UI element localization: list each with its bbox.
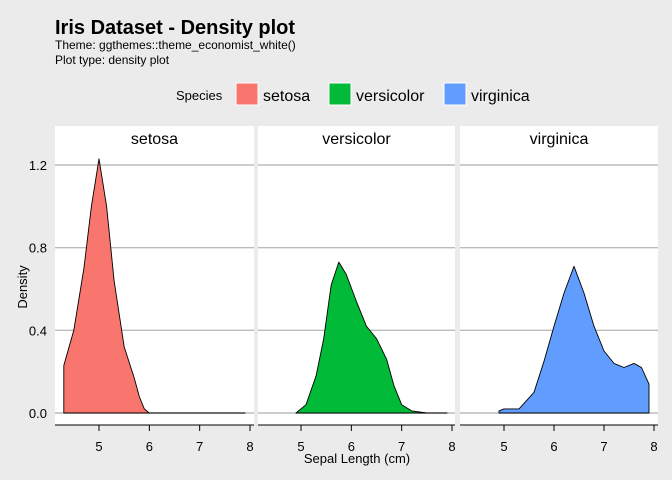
x-tick-label-setosa-5: 5 xyxy=(95,439,102,454)
facet-panels: setosa 5 6 7 8 versicolor 5 6 7 8 virginica 5 6 7 8 0.0… xyxy=(29,126,658,454)
legend: Species setosa versicolor virginica xyxy=(176,82,530,106)
density-area-setosa xyxy=(63,158,246,414)
x-tick-label-setosa-8: 8 xyxy=(246,439,253,454)
legend-title: Species xyxy=(176,88,223,103)
facet-label-setosa: setosa xyxy=(131,131,178,148)
facet-label-virginica: virginica xyxy=(530,131,589,148)
x-tick-label-virginica-5: 5 xyxy=(500,439,507,454)
facet-strip-virginica xyxy=(460,126,658,150)
facet-strip-versicolor xyxy=(258,126,455,150)
chart-title: Iris Dataset - Density plot xyxy=(55,17,295,39)
y-tick-label-0: 0.0 xyxy=(29,406,47,421)
facet-label-versicolor: versicolor xyxy=(322,131,391,148)
y-tick-label-1: 0.4 xyxy=(29,323,47,338)
panel-versicolor: versicolor 5 6 7 8 xyxy=(258,126,456,454)
legend-key-setosa xyxy=(235,82,259,106)
chart-subtitle-line-2: Plot type: density plot xyxy=(55,53,170,67)
x-tick-label-versicolor-5: 5 xyxy=(297,439,304,454)
x-tick-label-virginica-6: 6 xyxy=(550,439,557,454)
facet-strip-setosa xyxy=(55,126,254,150)
x-tick-label-virginica-7: 7 xyxy=(600,439,607,454)
density-area-virginica xyxy=(498,265,650,414)
panel-virginica: virginica 5 6 7 8 xyxy=(460,126,658,454)
x-tick-label-versicolor-7: 7 xyxy=(398,439,405,454)
x-tick-label-setosa-7: 7 xyxy=(196,439,203,454)
x-tick-label-versicolor-8: 8 xyxy=(448,439,455,454)
legend-label-versicolor: versicolor xyxy=(356,88,425,105)
panel-setosa: setosa 5 6 7 8 xyxy=(55,126,254,454)
legend-key-virginica xyxy=(443,82,467,106)
y-axis: 0.0 0.4 0.8 1.2 xyxy=(29,158,47,421)
chart-subtitle-line-1: Theme: ggthemes::theme_economist_white() xyxy=(55,38,296,52)
legend-label-setosa: setosa xyxy=(263,88,310,105)
legend-key-versicolor xyxy=(328,82,352,106)
density-area-versicolor xyxy=(295,261,448,414)
y-tick-label-2: 0.8 xyxy=(29,241,47,256)
x-tick-label-virginica-8: 8 xyxy=(650,439,657,454)
y-tick-label-3: 1.2 xyxy=(29,158,47,173)
x-tick-label-setosa-6: 6 xyxy=(146,439,153,454)
y-axis-title: Density xyxy=(15,265,30,309)
x-axis-title: Sepal Length (cm) xyxy=(304,451,410,466)
legend-label-virginica: virginica xyxy=(471,88,530,105)
x-tick-label-versicolor-6: 6 xyxy=(348,439,355,454)
